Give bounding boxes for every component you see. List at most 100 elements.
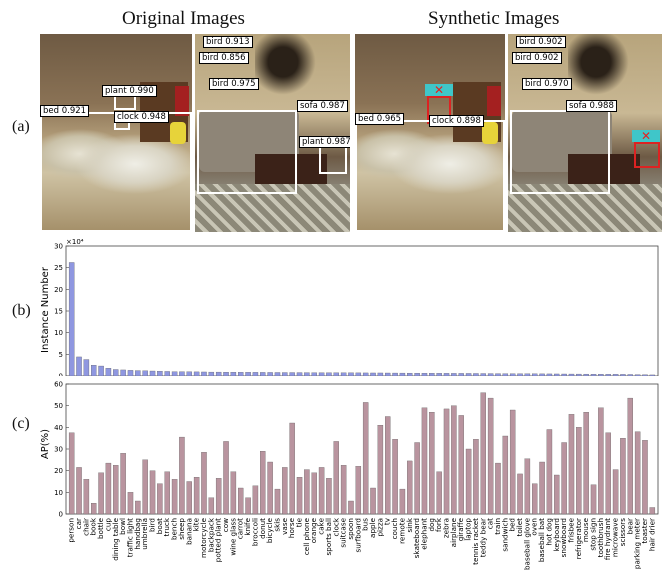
bbox-sofa (197, 110, 297, 194)
bar (392, 439, 398, 515)
x-tick-label: baseball bat (537, 518, 546, 562)
original-bedroom-photo: bed 0.921 plant 0.990 clock 0.948 (40, 34, 192, 232)
bar (429, 373, 435, 376)
synthetic-livingroom-photo: ✕ bird 0.902 bird 0.902 bird 0.970 sofa … (508, 34, 662, 232)
row-label-c: (c) (12, 415, 30, 432)
bar (223, 372, 229, 376)
detection-label: plant 0.987 (299, 136, 350, 148)
bar (68, 432, 75, 515)
detection-label: sofa 0.987 (297, 100, 348, 112)
y-tick-label: 0 (59, 511, 63, 519)
x-tick-label: carrot (236, 518, 245, 539)
bar (311, 372, 317, 376)
x-tick-label: horse (287, 517, 296, 538)
x-tick-label: bottle (96, 517, 105, 539)
bar (105, 462, 112, 515)
detection-label: bird 0.902 (516, 36, 566, 48)
bar (157, 483, 163, 515)
x-tick-label: boat (155, 518, 164, 534)
bar (98, 472, 104, 515)
x-tick-label: book (89, 517, 98, 535)
original-images-header: Original Images (122, 8, 245, 29)
y-tick-label: 30 (54, 446, 63, 454)
x-tick-label: broccoli (250, 518, 259, 546)
synthetic-images-header: Synthetic Images (428, 8, 560, 29)
x-tick-label: bus (361, 518, 370, 531)
bar (399, 372, 406, 376)
y-tick-label: 25 (54, 264, 63, 272)
bar (245, 497, 251, 515)
detection-label: clock 0.898 (429, 115, 484, 127)
bar (524, 373, 531, 376)
coffee-table (568, 154, 640, 184)
y-tick-label: 20 (54, 467, 63, 475)
bar (583, 412, 589, 515)
x-tick-label: spoon (346, 518, 355, 540)
y-tick-label: 20 (54, 286, 63, 294)
bar (539, 373, 545, 376)
y-axis-scale-label: ×10⁴ (66, 238, 84, 246)
bar (421, 407, 428, 515)
pasted-object-x-icon: ✕ (425, 84, 453, 96)
bar (340, 372, 347, 376)
x-tick-label: elephant (419, 518, 428, 550)
bar (465, 448, 472, 515)
x-tick-label: scissors (618, 518, 627, 547)
bar (429, 412, 435, 515)
x-tick-label: refrigerator (574, 518, 583, 559)
bar (561, 442, 567, 515)
bar (98, 365, 104, 376)
detection-label: bird 0.902 (512, 52, 562, 64)
x-tick-label: handbag (133, 518, 142, 550)
x-tick-label: stop sign (589, 518, 598, 551)
bar (451, 405, 457, 515)
bar (377, 425, 384, 515)
bar (186, 371, 192, 376)
bar (524, 458, 531, 515)
x-tick-label: zebra (442, 518, 451, 538)
bar (201, 371, 207, 376)
bar (502, 373, 509, 376)
x-tick-label: toothbrush (596, 518, 605, 557)
detection-label: bed 0.965 (355, 113, 405, 125)
bar (480, 392, 486, 515)
x-tick-label: laptop (464, 518, 473, 541)
bar (252, 372, 259, 376)
bar (568, 414, 575, 515)
bar (458, 415, 464, 515)
bar (370, 487, 376, 515)
x-tick-label: vase (280, 517, 289, 534)
bar (135, 500, 141, 515)
x-tick-label: dining table (111, 517, 120, 560)
bbox-sofa (510, 110, 610, 194)
bar (333, 372, 339, 376)
bar (407, 372, 413, 376)
bar (318, 372, 325, 376)
bar (326, 372, 332, 376)
bar (164, 471, 170, 515)
x-tick-label: oven (530, 518, 539, 536)
x-tick-label: fork (434, 517, 443, 532)
bar (149, 470, 156, 515)
row-label-a: (a) (12, 118, 30, 135)
y-tick-label: 15 (54, 308, 63, 316)
bar (377, 372, 384, 376)
bar (127, 492, 134, 515)
bar (120, 369, 126, 376)
bar (282, 372, 288, 376)
x-tick-label: bench (170, 518, 179, 540)
bar (91, 365, 97, 376)
bar (362, 372, 369, 376)
original-livingroom-photo: bird 0.913 bird 0.856 bird 0.975 sofa 0.… (195, 34, 350, 232)
bar (260, 451, 266, 515)
bar (649, 507, 656, 515)
bar (362, 402, 369, 515)
pasted-object-x-icon: ✕ (632, 130, 660, 142)
detection-label: sofa 0.988 (566, 100, 617, 112)
x-tick-label: bird (148, 518, 157, 532)
x-tick-label: snowboard (559, 518, 568, 557)
bar (267, 372, 273, 376)
bar (634, 431, 641, 515)
bar (509, 409, 516, 515)
x-tick-label: toaster (640, 518, 649, 544)
